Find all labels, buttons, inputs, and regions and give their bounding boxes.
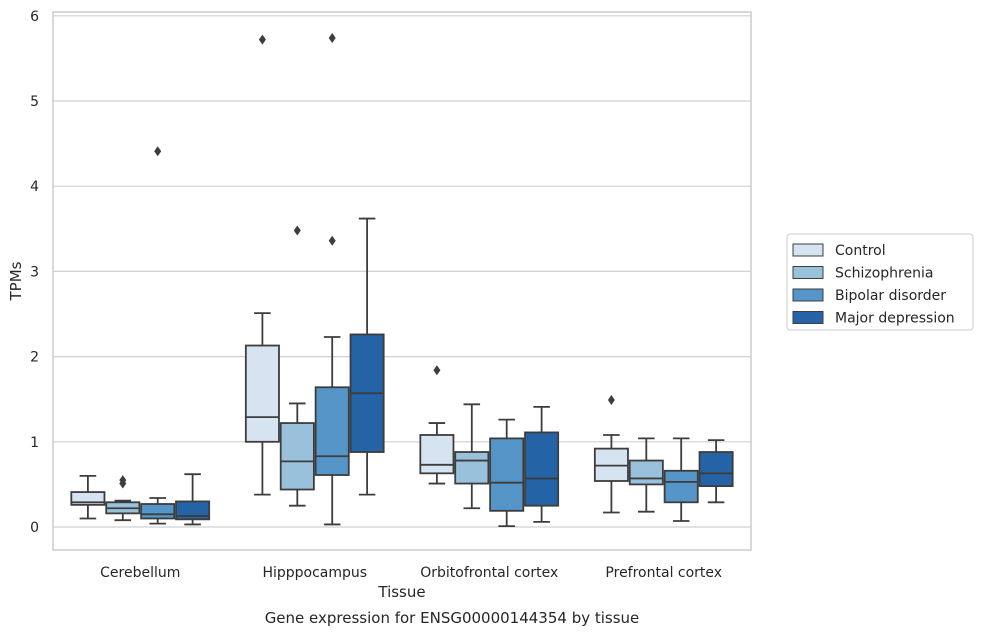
box-control-0	[70, 474, 106, 520]
outlier-point	[154, 146, 162, 157]
plot-frame	[52, 11, 752, 551]
box-body	[628, 459, 664, 486]
legend-label: Major depression	[835, 311, 955, 327]
box-body	[489, 437, 525, 512]
x-tick-label: Hipppocampus	[262, 565, 367, 581]
box-schizophrenia-0	[105, 475, 141, 522]
box-control-3	[593, 395, 629, 514]
x-tick-label: Orbitofrontal cortex	[420, 565, 558, 581]
legend-swatch	[792, 311, 824, 324]
box-body	[175, 500, 211, 521]
legend-swatch	[792, 288, 824, 302]
y-tick-label: 0	[30, 520, 39, 536]
legend-swatch	[792, 243, 824, 257]
box-major-depression-2	[524, 405, 560, 523]
legend-label: Control	[835, 243, 886, 259]
outlier-point	[328, 235, 336, 246]
box-schizophrenia-3	[628, 437, 664, 513]
box-control-2	[419, 365, 455, 485]
box-schizophrenia-1	[279, 225, 315, 507]
box-body	[314, 386, 350, 476]
y-axis-title: TPMs	[7, 261, 25, 301]
y-tick-label: 4	[30, 179, 39, 195]
box-body	[279, 422, 315, 491]
box-body	[140, 503, 176, 520]
y-tick-label: 6	[30, 9, 39, 25]
y-tick-label: 2	[30, 350, 39, 366]
box-body	[454, 451, 490, 485]
outlier-point	[328, 32, 336, 43]
legend-item-control: Control	[792, 243, 886, 259]
box-bipolar-disorder-2	[489, 418, 525, 528]
x-tick-label: Prefrontal cortex	[605, 565, 722, 581]
outlier-point	[119, 475, 127, 486]
legend-label: Bipolar disorder	[835, 288, 946, 304]
y-tick-label: 5	[30, 94, 39, 110]
box-plot-marks	[70, 32, 734, 528]
x-axis-title: Tissue	[377, 583, 425, 601]
outlier-point	[258, 34, 266, 45]
box-bipolar-disorder-1	[314, 32, 350, 526]
box-body	[698, 451, 734, 488]
box-bipolar-disorder-3	[663, 437, 699, 522]
legend: Control Schizophrenia Bipolar disorder Majo…	[786, 233, 974, 331]
legend-frame	[786, 233, 974, 331]
grid-lines	[53, 15, 751, 528]
chart-caption: Gene expression for ENSG00000144354 by t…	[265, 609, 640, 627]
legend-item-major-depression: Major depression	[792, 311, 955, 327]
box-body	[244, 344, 280, 443]
box-body	[663, 469, 699, 504]
y-tick-label: 1	[30, 435, 39, 451]
outlier-point	[433, 365, 441, 376]
legend-swatch	[792, 266, 824, 279]
outlier-point	[607, 395, 615, 406]
x-axis-ticks: Cerebellum Hipppocampus Orbitofrontal cort…	[100, 565, 722, 581]
box-body	[419, 434, 455, 475]
legend-item-schizophrenia: Schizophrenia	[792, 266, 933, 282]
x-tick-label: Cerebellum	[100, 565, 180, 581]
legend-item-bipolar-disorder: Bipolar disorder	[792, 288, 946, 304]
box-major-depression-1	[349, 217, 385, 496]
box-schizophrenia-2	[454, 403, 490, 510]
box-major-depression-3	[698, 439, 734, 504]
box-bipolar-disorder-0	[140, 146, 176, 525]
y-tick-label: 3	[30, 264, 39, 280]
box-major-depression-0	[175, 473, 211, 526]
box-control-1	[244, 34, 280, 496]
outlier-point	[293, 225, 301, 236]
y-axis-ticks: 0 1 2 3 4 5 6	[30, 9, 39, 536]
legend-label: Schizophrenia	[835, 266, 933, 282]
box-body	[524, 431, 560, 507]
